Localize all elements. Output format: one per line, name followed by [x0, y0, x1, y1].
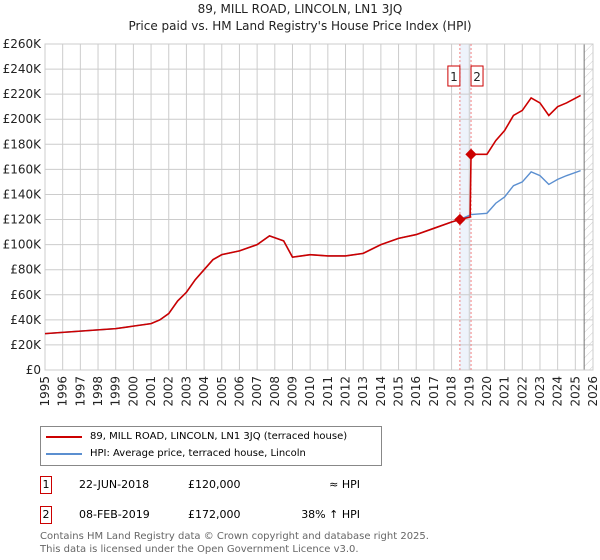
x-tick-label: 2022 [515, 376, 529, 407]
sale-row-2: 2 08-FEB-2019 £172,000 38% ↑ HPI [40, 506, 600, 526]
x-tick-label: 2016 [409, 376, 423, 407]
legend-label-hpi: HPI: Average price, terraced house, Linc… [90, 448, 306, 459]
sale-label: 1 [450, 70, 458, 84]
footer: Contains HM Land Registry data © Crown c… [40, 530, 429, 556]
x-tick-label: 2015 [392, 376, 406, 407]
sale-date: 08-FEB-2019 [79, 508, 150, 521]
sale-price: £172,000 [188, 508, 241, 521]
x-tick-label: 2004 [197, 376, 211, 407]
sale-point [454, 213, 466, 226]
x-tick-label: 1995 [38, 376, 52, 407]
x-tick-label: 1996 [56, 376, 70, 407]
x-tick-label: 2017 [427, 376, 441, 407]
legend-swatch-hpi [46, 453, 82, 455]
x-tick-label: 2013 [356, 376, 370, 407]
y-tick-label: £40K [10, 313, 42, 327]
sale-period-band [459, 44, 472, 370]
y-tick-label: £120K [3, 213, 43, 227]
y-tick-label: £240K [3, 62, 43, 76]
sale-row-1: 1 22-JUN-2018 £120,000 ≈ HPI [40, 476, 600, 496]
x-tick-label: 2001 [144, 376, 158, 407]
sale-date: 22-JUN-2018 [79, 478, 150, 491]
x-tick-label: 2003 [179, 376, 193, 407]
x-tick-label: 2012 [339, 376, 353, 407]
legend: 89, MILL ROAD, LINCOLN, LN1 3JQ (terrace… [40, 426, 382, 466]
x-tick-label: 2008 [268, 376, 282, 407]
x-tick-label: 2007 [250, 376, 264, 407]
sale-hpi: 38% ↑ HPI [301, 508, 360, 521]
y-tick-label: £180K [3, 137, 43, 151]
sale-hpi: ≈ HPI [329, 478, 360, 491]
x-tick-label: 2006 [232, 376, 246, 407]
sale-label-box [447, 65, 461, 87]
x-tick-label: 2024 [551, 376, 565, 407]
x-tick-label: 2020 [480, 376, 494, 407]
sale-badge: 1 [40, 476, 52, 494]
hpi-line [44, 169, 581, 335]
y-tick-label: £20K [10, 338, 42, 352]
x-tick-label: 2018 [445, 376, 459, 407]
x-tick-label: 2011 [321, 376, 335, 407]
x-tick-label: 2002 [162, 376, 176, 407]
sale-price: £120,000 [188, 478, 241, 491]
sale-label: 2 [473, 70, 481, 84]
y-tick-label: £60K [10, 288, 42, 302]
future-hatch [584, 44, 593, 370]
x-tick-label: 1999 [109, 376, 123, 407]
y-tick-label: £200K [3, 112, 43, 126]
x-tick-label: 1998 [91, 376, 105, 407]
chart-subtitle: Price paid vs. HM Land Registry's House … [128, 19, 472, 33]
x-tick-label: 2026 [586, 376, 600, 407]
x-tick-label: 2005 [215, 376, 229, 407]
x-tick-label: 2010 [303, 376, 317, 407]
chart-title: 89, MILL ROAD, LINCOLN, LN1 3JQ [197, 2, 403, 16]
y-tick-label: £160K [3, 162, 43, 176]
footer-line: This data is licensed under the Open Gov… [40, 544, 359, 555]
x-tick-label: 1997 [73, 376, 87, 407]
y-tick-label: £80K [10, 263, 42, 277]
legend-label-property: 89, MILL ROAD, LINCOLN, LN1 3JQ (terrace… [90, 431, 348, 442]
y-tick-label: £260K [3, 37, 43, 51]
x-tick-label: 2000 [126, 376, 140, 407]
y-tick-label: £100K [3, 238, 43, 252]
plot-area: £0 £20K £40K £60K £80K £100K £120K £140K £160K £1… [3, 37, 600, 407]
legend-swatch-property [46, 436, 82, 438]
y-tick-label: £220K [3, 87, 43, 101]
plot-border [44, 43, 594, 371]
y-tick-label: £0 [26, 363, 41, 377]
y-tick-label: £140K [3, 187, 43, 201]
property-price-line [44, 94, 582, 335]
x-tick-label: 2014 [374, 376, 388, 407]
sale-badge: 2 [40, 506, 52, 524]
x-tick-label: 2025 [568, 376, 582, 407]
footer-line: Contains HM Land Registry data © Crown c… [40, 531, 429, 542]
sale-label-box [470, 65, 484, 87]
x-tick-label: 2021 [498, 376, 512, 407]
x-tick-label: 2009 [285, 376, 299, 407]
x-tick-label: 2023 [533, 376, 547, 407]
x-tick-label: 2019 [462, 376, 476, 407]
sale-point [465, 148, 477, 160]
